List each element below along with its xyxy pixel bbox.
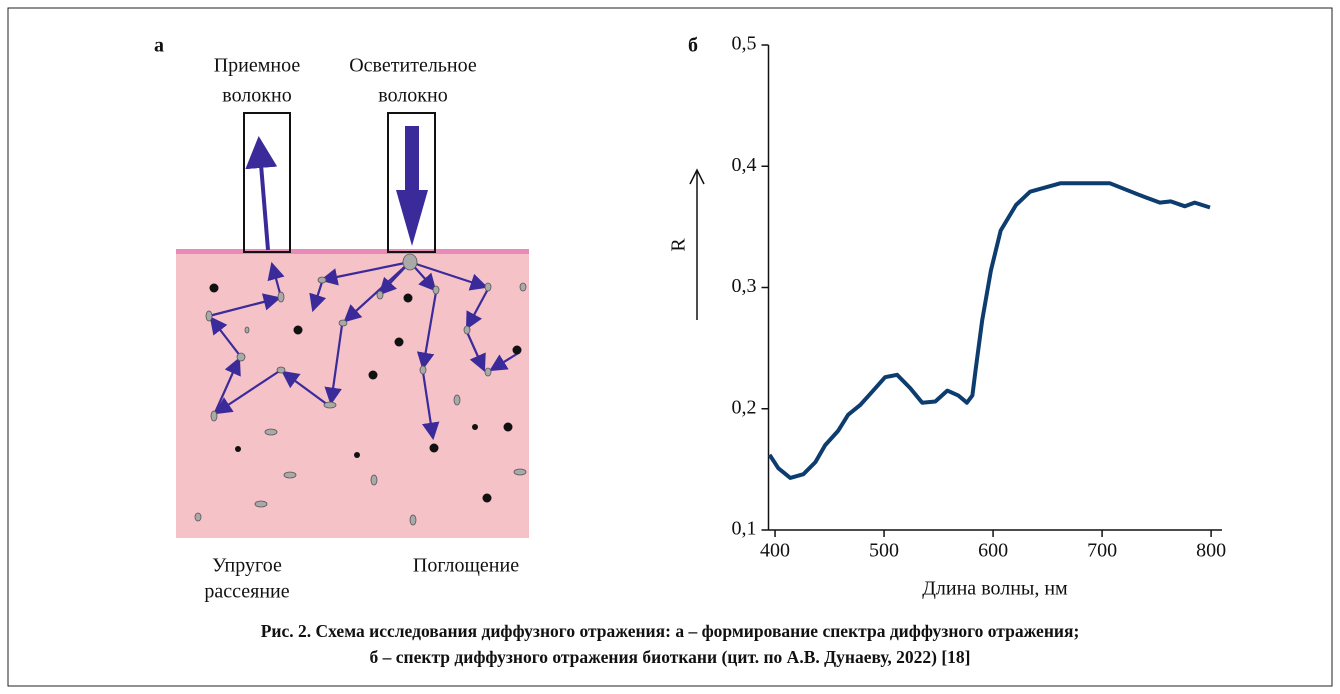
- panel-label: а: [154, 35, 164, 57]
- label: волокно: [222, 85, 291, 107]
- y-tick-label: 0,3: [732, 275, 757, 297]
- tissue: [176, 250, 529, 538]
- x-tick-label: 600: [978, 540, 1008, 562]
- caption: б – спектр диффузного отражения биоткани…: [370, 647, 971, 667]
- figure: а Приемное волокно Осветительное волокно: [0, 0, 1340, 694]
- label: Приемное: [214, 55, 301, 77]
- x-tick-label: 500: [869, 540, 899, 562]
- y-axis-label: R: [668, 238, 690, 252]
- x-tick-label: 400: [760, 540, 790, 562]
- y-tick-label: 0,5: [732, 33, 757, 55]
- y-tick-label: 0,1: [732, 518, 757, 540]
- surface: [176, 249, 529, 254]
- diagram: а Приемное волокно Осветительное волокно: [154, 35, 529, 603]
- caption: Рис. 2. Схема исследования диффузного от…: [261, 621, 1080, 641]
- y-tick-label: 0,2: [732, 396, 757, 418]
- label: Поглощение: [413, 555, 519, 577]
- series-line: [770, 183, 1210, 478]
- panel-label: б: [688, 35, 698, 57]
- arrow: [259, 140, 268, 250]
- x-axis-label: Длина волны, нм: [922, 578, 1068, 600]
- y-tick-label: 0,4: [732, 154, 757, 176]
- x-tick-label: 800: [1196, 540, 1226, 562]
- arrow: [396, 126, 428, 246]
- label: волокно: [378, 85, 447, 107]
- x-tick-label: 700: [1087, 540, 1117, 562]
- label: рассеяние: [204, 581, 289, 603]
- label: Осветительное: [349, 55, 477, 77]
- label: Упругое: [212, 555, 282, 577]
- chart: б R Длина волны, нм 0,1 0,2 0,3 0,4 0,5 400 50…: [668, 33, 1227, 600]
